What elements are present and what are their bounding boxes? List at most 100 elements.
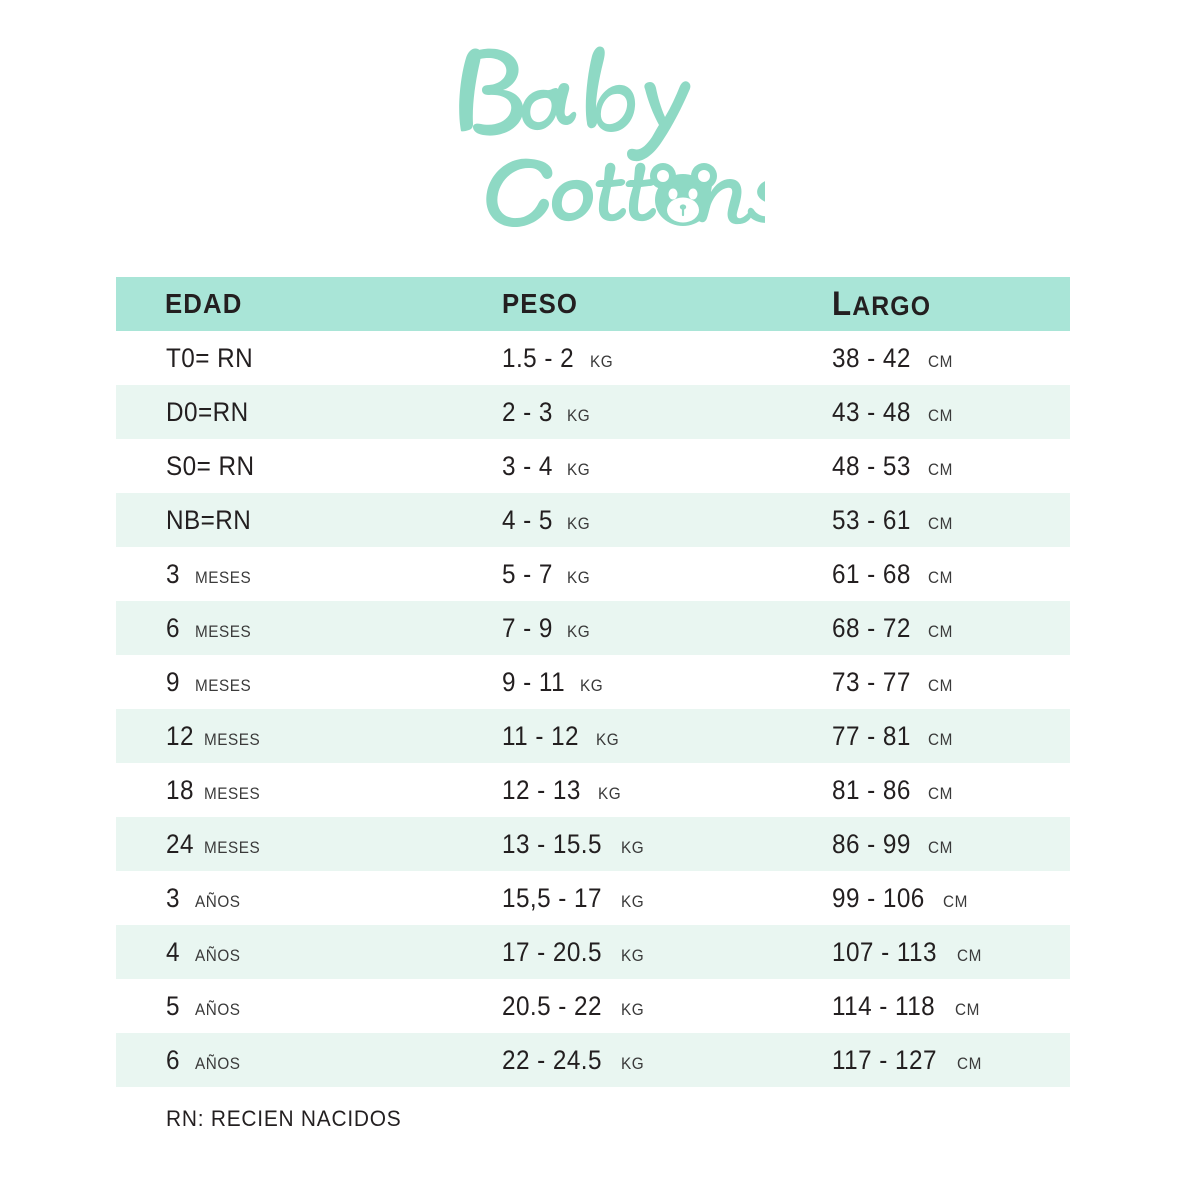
column-header-length-rest: ARGO [852,290,932,321]
cell-weight: 5 - 7 KG [502,559,832,590]
cell-weight-unit: KG [566,513,590,533]
cell-length-unit: CM [954,999,980,1019]
cell-age-value: NB=RN [166,504,252,535]
cell-length-unit: CM [927,621,953,641]
cell-length-value: 81 - 86 [832,774,911,805]
cell-weight-value: 7 - 9 [502,612,553,643]
cell-length: 77 - 81 CM [832,721,1070,752]
cell-weight: 12 - 13 KG [502,775,832,806]
table-row: S0= RN 3 - 4 KG 48 - 53 CM [116,439,1070,493]
cell-age-unit: AÑOS [194,999,241,1019]
cell-age: S0= RN [116,451,502,482]
cell-age-unit: MESES [204,783,261,803]
cell-age: 6 MESES [116,613,502,644]
cell-age-value: 18 [166,774,194,805]
cell-weight: 7 - 9 KG [502,613,832,644]
cell-length: 48 - 53 CM [832,451,1070,482]
cell-length-value: 107 - 113 [832,936,937,967]
column-header-length-label: LARGO [832,285,931,324]
cell-age: 6 AÑOS [116,1045,502,1076]
table-row: 3 AÑOS 15,5 - 17 KG 99 - 106 CM [116,871,1070,925]
cell-weight-value: 9 - 11 [502,666,566,697]
cell-weight: 3 - 4 KG [502,451,832,482]
cell-weight-unit: KG [590,351,614,371]
cell-age: 24 MESES [116,829,502,860]
cell-length: 99 - 106 CM [832,883,1070,914]
cell-length: 43 - 48 CM [832,397,1070,428]
table-row: T0= RN 1.5 - 2 KG 38 - 42 CM [116,331,1070,385]
cell-length-value: 61 - 68 [832,558,911,589]
cell-length-unit: CM [927,459,953,479]
cell-age: 5 AÑOS [116,991,502,1022]
cell-length-value: 38 - 42 [832,342,911,373]
cell-weight: 22 - 24.5 KG [502,1045,832,1076]
cell-length-unit: CM [956,1053,982,1073]
cell-length: 73 - 77 CM [832,667,1070,698]
cell-weight-unit: KG [566,567,590,587]
cell-age-value: 6 [166,1044,180,1075]
cell-age-unit: MESES [204,729,261,749]
cell-weight: 13 - 15.5 KG [502,829,832,860]
cell-age-unit: MESES [194,675,251,695]
cell-length: 68 - 72 CM [832,613,1070,644]
cell-weight-value: 11 - 12 [502,720,580,751]
table-row: 4 AÑOS 17 - 20.5 KG 107 - 113 CM [116,925,1070,979]
column-header-age-label: EDAD [165,288,243,319]
cell-length-unit: CM [927,405,953,425]
table-row: 6 MESES 7 - 9 KG 68 - 72 CM [116,601,1070,655]
column-header-length: LARGO [832,285,1070,324]
table-row: D0=RN 2 - 3 KG 43 - 48 CM [116,385,1070,439]
cell-age: 9 MESES [116,667,502,698]
cell-age: 4 AÑOS [116,937,502,968]
brand-logo: Baby Cottons [0,28,1200,253]
cell-length-unit: CM [927,567,953,587]
cell-length: 86 - 99 CM [832,829,1070,860]
cell-length: 81 - 86 CM [832,775,1070,806]
column-header-weight: PESO [502,288,832,320]
cell-length: 114 - 118 CM [832,991,1070,1022]
cell-length-value: 43 - 48 [832,396,911,427]
cell-weight-value: 3 - 4 [502,450,553,481]
cell-length-value: 77 - 81 [832,720,911,751]
cell-length-value: 53 - 61 [832,504,911,535]
cell-weight-value: 5 - 7 [502,558,553,589]
cell-weight-value: 12 - 13 [502,774,581,805]
table-row: 6 AÑOS 22 - 24.5 KG 117 - 127 CM [116,1033,1070,1087]
cell-weight-value: 22 - 24.5 [502,1044,602,1075]
cell-age: D0=RN [116,397,502,428]
cell-length-unit: CM [943,891,968,911]
cell-age-value: 9 [166,666,180,697]
cell-weight: 17 - 20.5 KG [502,937,832,968]
cell-weight-unit: KG [621,999,645,1019]
baby-cottons-logo-svg [459,46,765,228]
table-row: 24 MESES 13 - 15.5 KG 86 - 99 CM [116,817,1070,871]
cell-length-value: 99 - 106 [832,882,925,913]
cell-weight-value: 13 - 15.5 [502,828,602,859]
cell-weight-value: 15,5 - 17 [502,882,602,913]
cell-age-value: T0= RN [166,342,254,373]
column-header-length-cap: L [832,284,853,323]
cell-length-unit: CM [927,729,953,749]
cell-weight-value: 1.5 - 2 [502,342,575,373]
table-row: 3 MESES 5 - 7 KG 61 - 68 CM [116,547,1070,601]
table-body: T0= RN 1.5 - 2 KG 38 - 42 CM D0=RN 2 - 3 KG 43 -… [116,331,1070,1087]
cell-length-unit: CM [927,351,953,371]
cell-age-value: 24 [166,828,194,859]
table-header-row: EDAD PESO LARGO [116,277,1070,331]
cell-length-unit: CM [927,837,953,857]
cell-weight-unit: KG [597,783,621,803]
cell-age: T0= RN [116,343,502,374]
cell-age-value: S0= RN [166,450,255,481]
cell-length: 61 - 68 CM [832,559,1070,590]
cell-length-unit: CM [927,783,953,803]
cell-weight-unit: KG [595,729,619,749]
cell-length-value: 68 - 72 [832,612,911,643]
size-chart-table: EDAD PESO LARGO T0= RN 1.5 - 2 KG 38 - 42 CM… [116,277,1070,1087]
cell-weight-unit: KG [621,1053,645,1073]
cell-weight: 4 - 5 KG [502,505,832,536]
cell-length: 53 - 61 CM [832,505,1070,536]
cell-age: 18 MESES [116,775,502,806]
table-row: 5 AÑOS 20.5 - 22 KG 114 - 118 CM [116,979,1070,1033]
cell-length-unit: CM [927,675,953,695]
